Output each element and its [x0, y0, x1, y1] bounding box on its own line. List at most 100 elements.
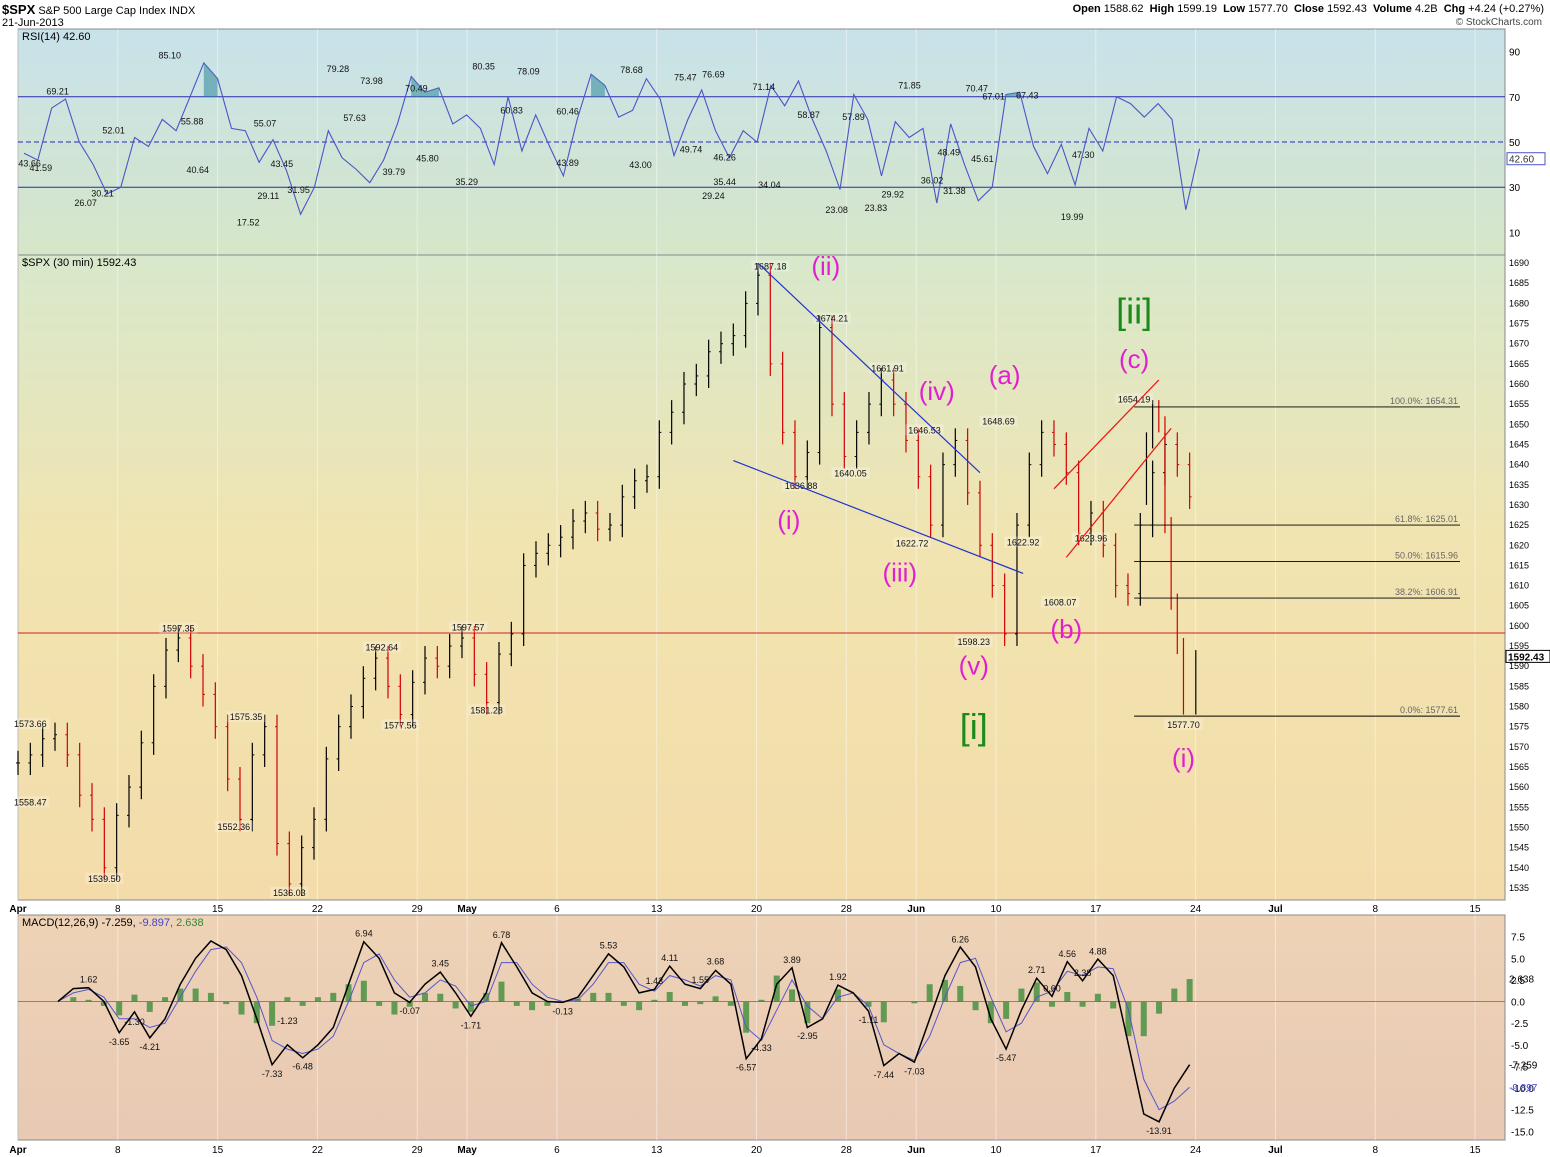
- wave-label-8: (c): [1119, 344, 1149, 374]
- price-label-1: 1558.47: [14, 797, 47, 807]
- rsi-label-44: 31.38: [943, 186, 966, 196]
- macd-hist-32: [544, 1001, 551, 1006]
- price-label-bg-5: [227, 711, 266, 723]
- macd-hist-27: [467, 1001, 474, 1012]
- price-ytick-15: 1610: [1509, 581, 1529, 591]
- macd-hist-58: [941, 979, 948, 1002]
- trendline-lower: [733, 460, 1024, 575]
- price-label-bg-18: [954, 636, 993, 648]
- price-ytick-20: 1635: [1509, 480, 1529, 490]
- price-panel: [17, 254, 1506, 901]
- channel-lower: [1065, 427, 1172, 558]
- macd-label-32: 4.88: [1089, 946, 1107, 956]
- macd-title: MACD(12,26,9) -7.259, -9.897, 2.638: [22, 917, 204, 929]
- price-ytick-21: 1640: [1509, 460, 1529, 470]
- price-label-bg-23: [1115, 393, 1154, 405]
- price-label-bg-10: [467, 704, 506, 716]
- price-label-bg-3: [159, 622, 198, 634]
- macd-label-17: 3.68: [707, 957, 725, 967]
- macd-hist-10: [207, 992, 214, 1002]
- price-label-15: 1661.91: [871, 363, 904, 373]
- macd-hist-35: [590, 992, 597, 1002]
- macd-hist-8: [177, 988, 184, 1002]
- price-label-17: 1622.72: [896, 538, 929, 548]
- macd-hist-25: [437, 993, 444, 1002]
- wave-label-0: (i): [777, 505, 800, 535]
- macd-hist-64: [1033, 982, 1040, 1002]
- macd-hist-19: [345, 984, 352, 1002]
- macd-label-10: -1.71: [461, 1020, 482, 1030]
- macd-ytick-5: -5.0: [1511, 1041, 1529, 1052]
- macd-hist-44: [727, 1001, 734, 1006]
- price-label-bg-12: [782, 480, 821, 492]
- macd-title-name: MACD(12,26,9): [22, 917, 101, 929]
- high-value: 1599.19: [1177, 3, 1217, 15]
- wave-label-10: (i): [1172, 743, 1195, 773]
- xaxis-mid-8: 20: [751, 904, 763, 915]
- price-ytick-13: 1600: [1509, 621, 1529, 631]
- macd-label-20: 3.89: [783, 955, 801, 965]
- rsi-ytick-1: 30: [1509, 183, 1521, 194]
- price-label-3: 1597.35: [162, 624, 195, 634]
- price-label-bg-9: [449, 621, 488, 633]
- rsi-panel: [17, 28, 1506, 256]
- rsi-label-11: 29.11: [257, 191, 279, 201]
- rsi-ytick-2: 50: [1509, 138, 1521, 149]
- price-ytick-9: 1580: [1509, 702, 1529, 712]
- macd-hist-66: [1064, 992, 1071, 1002]
- price-label-6: 1536.03: [273, 888, 306, 898]
- price-ytick-7: 1570: [1509, 742, 1529, 752]
- xaxis-mid-14: Jul: [1268, 904, 1283, 915]
- price-label-0: 1573.66: [14, 719, 47, 729]
- low-label: Low: [1223, 3, 1246, 15]
- xaxis-mid-10: Jun: [907, 904, 925, 915]
- macd-hist-29: [498, 981, 505, 1002]
- xaxis-bottom-1: 8: [115, 1145, 121, 1156]
- macd-last-macd: -7.259: [1509, 1060, 1538, 1071]
- price-label-bg-19: [979, 415, 1018, 427]
- rsi-label-43: 48.49: [938, 147, 961, 157]
- close-label: Close: [1294, 3, 1324, 15]
- rsi-label-45: 70.47: [966, 84, 989, 94]
- macd-hist-42: [697, 1001, 704, 1005]
- rsi-ytick-0: 10: [1509, 228, 1521, 239]
- macd-label-18: -6.57: [736, 1062, 757, 1072]
- rsi-label-5: 52.01: [102, 125, 125, 135]
- fib-label-4: 0.0%: 1577.61: [1400, 705, 1458, 715]
- rsi-label-27: 43.00: [629, 160, 652, 170]
- rsi-ob-fill-42: [591, 74, 605, 97]
- macd-label-31: 2.38: [1074, 968, 1092, 978]
- xaxis-bottom-12: 17: [1090, 1145, 1102, 1156]
- xaxis-mid-11: 10: [990, 904, 1002, 915]
- macd-hist-16: [299, 1001, 306, 1006]
- rsi-label-41: 71.85: [898, 81, 921, 91]
- macd-hist-49: [804, 1001, 811, 1024]
- macd-line: [57, 940, 1191, 1123]
- price-label-13: 1674.21: [816, 314, 849, 324]
- macd-hist-56: [911, 1001, 918, 1004]
- price-label-bg-20: [1004, 536, 1043, 548]
- macd-hist-39: [651, 999, 658, 1002]
- price-label-12: 1636.88: [785, 481, 818, 491]
- macd-label-1: -3.65: [109, 1037, 130, 1047]
- open-label: Open: [1072, 3, 1101, 15]
- macd-hist-21: [376, 1001, 383, 1006]
- macd-hist-61: [987, 1001, 994, 1024]
- macd-hist-46: [758, 999, 765, 1002]
- xaxis-mid-9: 28: [841, 904, 853, 915]
- price-label-bg-16: [905, 424, 944, 436]
- rsi-label-6: 85.10: [158, 51, 181, 61]
- rsi-line: [23, 61, 1201, 216]
- macd-hist-47: [773, 975, 780, 1002]
- rsi-label-3: 26.07: [74, 198, 97, 208]
- rsi-label-8: 40.64: [186, 165, 209, 175]
- wave-label-6: (a): [989, 360, 1021, 390]
- macd-last-hist: 2.638: [1509, 975, 1534, 986]
- xaxis-mid-6: 6: [554, 904, 560, 915]
- price-label-bg-14: [831, 467, 870, 479]
- macd-hist-7: [162, 997, 169, 1002]
- macd-label-26: 6.26: [951, 934, 969, 944]
- macd-hist-26: [452, 1001, 459, 1009]
- channel-upper: [1053, 379, 1160, 490]
- macd-hist-38: [636, 1001, 643, 1011]
